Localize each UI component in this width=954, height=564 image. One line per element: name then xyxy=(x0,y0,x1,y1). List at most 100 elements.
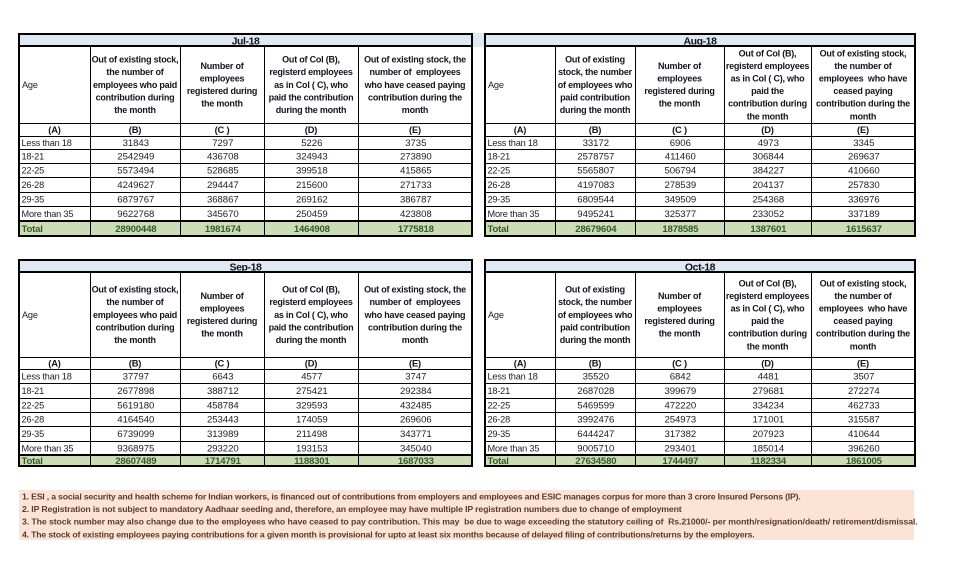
svg-text:325377: 325377 xyxy=(664,209,696,220)
svg-text:during the month: during the month xyxy=(276,335,346,345)
svg-text:294447: 294447 xyxy=(207,180,239,191)
svg-text:207923: 207923 xyxy=(752,429,784,440)
svg-text:the month: the month xyxy=(747,341,789,351)
svg-text:29-35: 29-35 xyxy=(22,429,45,439)
svg-text:number of employees: number of employees xyxy=(369,67,460,77)
svg-text:506794: 506794 xyxy=(664,165,696,176)
svg-text:4249627: 4249627 xyxy=(117,180,154,191)
svg-text:411460: 411460 xyxy=(665,151,696,162)
svg-text:Less than 18: Less than 18 xyxy=(22,138,72,148)
svg-text:registerd employees: registerd employees xyxy=(269,297,353,307)
svg-text:(C ): (C ) xyxy=(215,357,230,368)
svg-text:193153: 193153 xyxy=(296,443,328,454)
svg-text:(D): (D) xyxy=(305,357,317,368)
svg-text:as in Col ( C), who: as in Col ( C), who xyxy=(274,80,349,90)
svg-text:(D): (D) xyxy=(305,124,317,135)
svg-text:1615637: 1615637 xyxy=(846,224,882,235)
svg-text:315587: 315587 xyxy=(848,414,880,425)
svg-text:Out of existing: Out of existing xyxy=(565,55,625,65)
svg-text:(D): (D) xyxy=(761,124,773,135)
svg-text:Oct-18: Oct-18 xyxy=(685,262,716,274)
svg-text:paid the: paid the xyxy=(751,316,784,326)
svg-text:who have ceased paying: who have ceased paying xyxy=(364,310,466,320)
svg-text:Age: Age xyxy=(488,310,504,320)
svg-text:Sep-18: Sep-18 xyxy=(230,262,262,274)
svg-text:More than 35: More than 35 xyxy=(488,443,540,453)
svg-text:contribution during: contribution during xyxy=(96,322,175,332)
svg-text:the number of: the number of xyxy=(834,61,892,71)
svg-text:who have ceased paying: who have ceased paying xyxy=(364,80,466,90)
svg-text:171001: 171001 xyxy=(752,414,784,425)
svg-text:204137: 204137 xyxy=(752,180,784,191)
svg-text:22-25: 22-25 xyxy=(488,400,511,410)
svg-text:415865: 415865 xyxy=(400,165,432,176)
svg-text:during the month: during the month xyxy=(560,335,630,345)
svg-text:1775818: 1775818 xyxy=(398,224,435,235)
svg-text:Out of Col (B),: Out of Col (B), xyxy=(282,285,340,295)
svg-text:Number of: Number of xyxy=(658,291,702,301)
svg-text:registerd employees: registerd employees xyxy=(726,61,810,71)
svg-text:29-35: 29-35 xyxy=(22,194,45,204)
svg-text:the month: the month xyxy=(201,99,243,109)
svg-text:324943: 324943 xyxy=(296,151,328,162)
svg-text:3507: 3507 xyxy=(853,371,874,382)
svg-text:5565807: 5565807 xyxy=(577,165,614,176)
svg-text:2. IP Registration is not subj: 2. IP Registration is not subject to man… xyxy=(22,504,682,514)
svg-text:278539: 278539 xyxy=(664,180,696,191)
svg-text:3. The stock number may also c: 3. The stock number may also change due … xyxy=(22,517,918,527)
svg-text:as in Col ( C), who: as in Col ( C), who xyxy=(731,304,806,314)
svg-text:343771: 343771 xyxy=(400,429,432,440)
svg-text:(B): (B) xyxy=(589,357,601,368)
svg-text:388712: 388712 xyxy=(207,386,239,397)
svg-text:the month: the month xyxy=(747,111,789,121)
svg-text:Total: Total xyxy=(22,224,43,235)
svg-text:399518: 399518 xyxy=(296,165,328,176)
svg-text:396260: 396260 xyxy=(848,443,880,454)
svg-text:22-25: 22-25 xyxy=(488,165,511,175)
svg-text:number of employees: number of employees xyxy=(369,297,460,307)
svg-text:9005710: 9005710 xyxy=(577,443,614,454)
svg-text:More than 35: More than 35 xyxy=(22,443,74,453)
svg-text:5573494: 5573494 xyxy=(117,165,155,176)
svg-text:2687028: 2687028 xyxy=(577,386,614,397)
svg-text:185014: 185014 xyxy=(752,443,784,454)
svg-text:Out of existing stock, the: Out of existing stock, the xyxy=(364,55,466,65)
svg-text:215600: 215600 xyxy=(296,180,328,191)
svg-text:1744497: 1744497 xyxy=(662,456,698,467)
svg-text:1981674: 1981674 xyxy=(205,224,242,235)
svg-text:employees: employees xyxy=(657,74,702,84)
svg-text:More than 35: More than 35 xyxy=(488,209,540,219)
svg-text:4973: 4973 xyxy=(758,138,779,149)
svg-text:contribution during: contribution during xyxy=(96,92,175,102)
svg-text:(B): (B) xyxy=(129,124,141,135)
svg-text:5226: 5226 xyxy=(301,138,322,149)
svg-text:the month: the month xyxy=(659,329,701,339)
svg-text:293401: 293401 xyxy=(664,443,696,454)
svg-text:1188301: 1188301 xyxy=(294,456,330,467)
svg-text:paid the: paid the xyxy=(751,86,784,96)
svg-text:345670: 345670 xyxy=(207,209,239,220)
svg-text:174059: 174059 xyxy=(296,414,328,425)
svg-text:37797: 37797 xyxy=(123,371,149,382)
svg-text:employees: employees xyxy=(200,74,245,84)
svg-text:33172: 33172 xyxy=(583,138,609,149)
svg-text:22-25: 22-25 xyxy=(22,400,45,410)
svg-text:Aug-18: Aug-18 xyxy=(683,36,717,48)
svg-text:of employees who: of employees who xyxy=(558,310,633,320)
svg-text:269162: 269162 xyxy=(296,194,328,205)
svg-text:contribution during: contribution during xyxy=(728,329,807,339)
svg-text:211498: 211498 xyxy=(296,429,327,440)
svg-text:313989: 313989 xyxy=(207,429,239,440)
svg-text:contribution during: contribution during xyxy=(728,99,807,109)
svg-text:Out of existing stock,: Out of existing stock, xyxy=(820,278,907,288)
svg-text:6739099: 6739099 xyxy=(117,429,154,440)
svg-text:ceased paying: ceased paying xyxy=(833,316,892,326)
svg-text:registered during: registered during xyxy=(187,316,257,326)
svg-text:233052: 233052 xyxy=(752,209,784,220)
svg-text:18-21: 18-21 xyxy=(488,151,511,161)
svg-text:29-35: 29-35 xyxy=(488,429,511,439)
svg-text:(E): (E) xyxy=(409,357,421,368)
svg-text:272274: 272274 xyxy=(848,386,880,397)
svg-text:384227: 384227 xyxy=(752,165,784,176)
svg-text:the month: the month xyxy=(201,329,243,339)
